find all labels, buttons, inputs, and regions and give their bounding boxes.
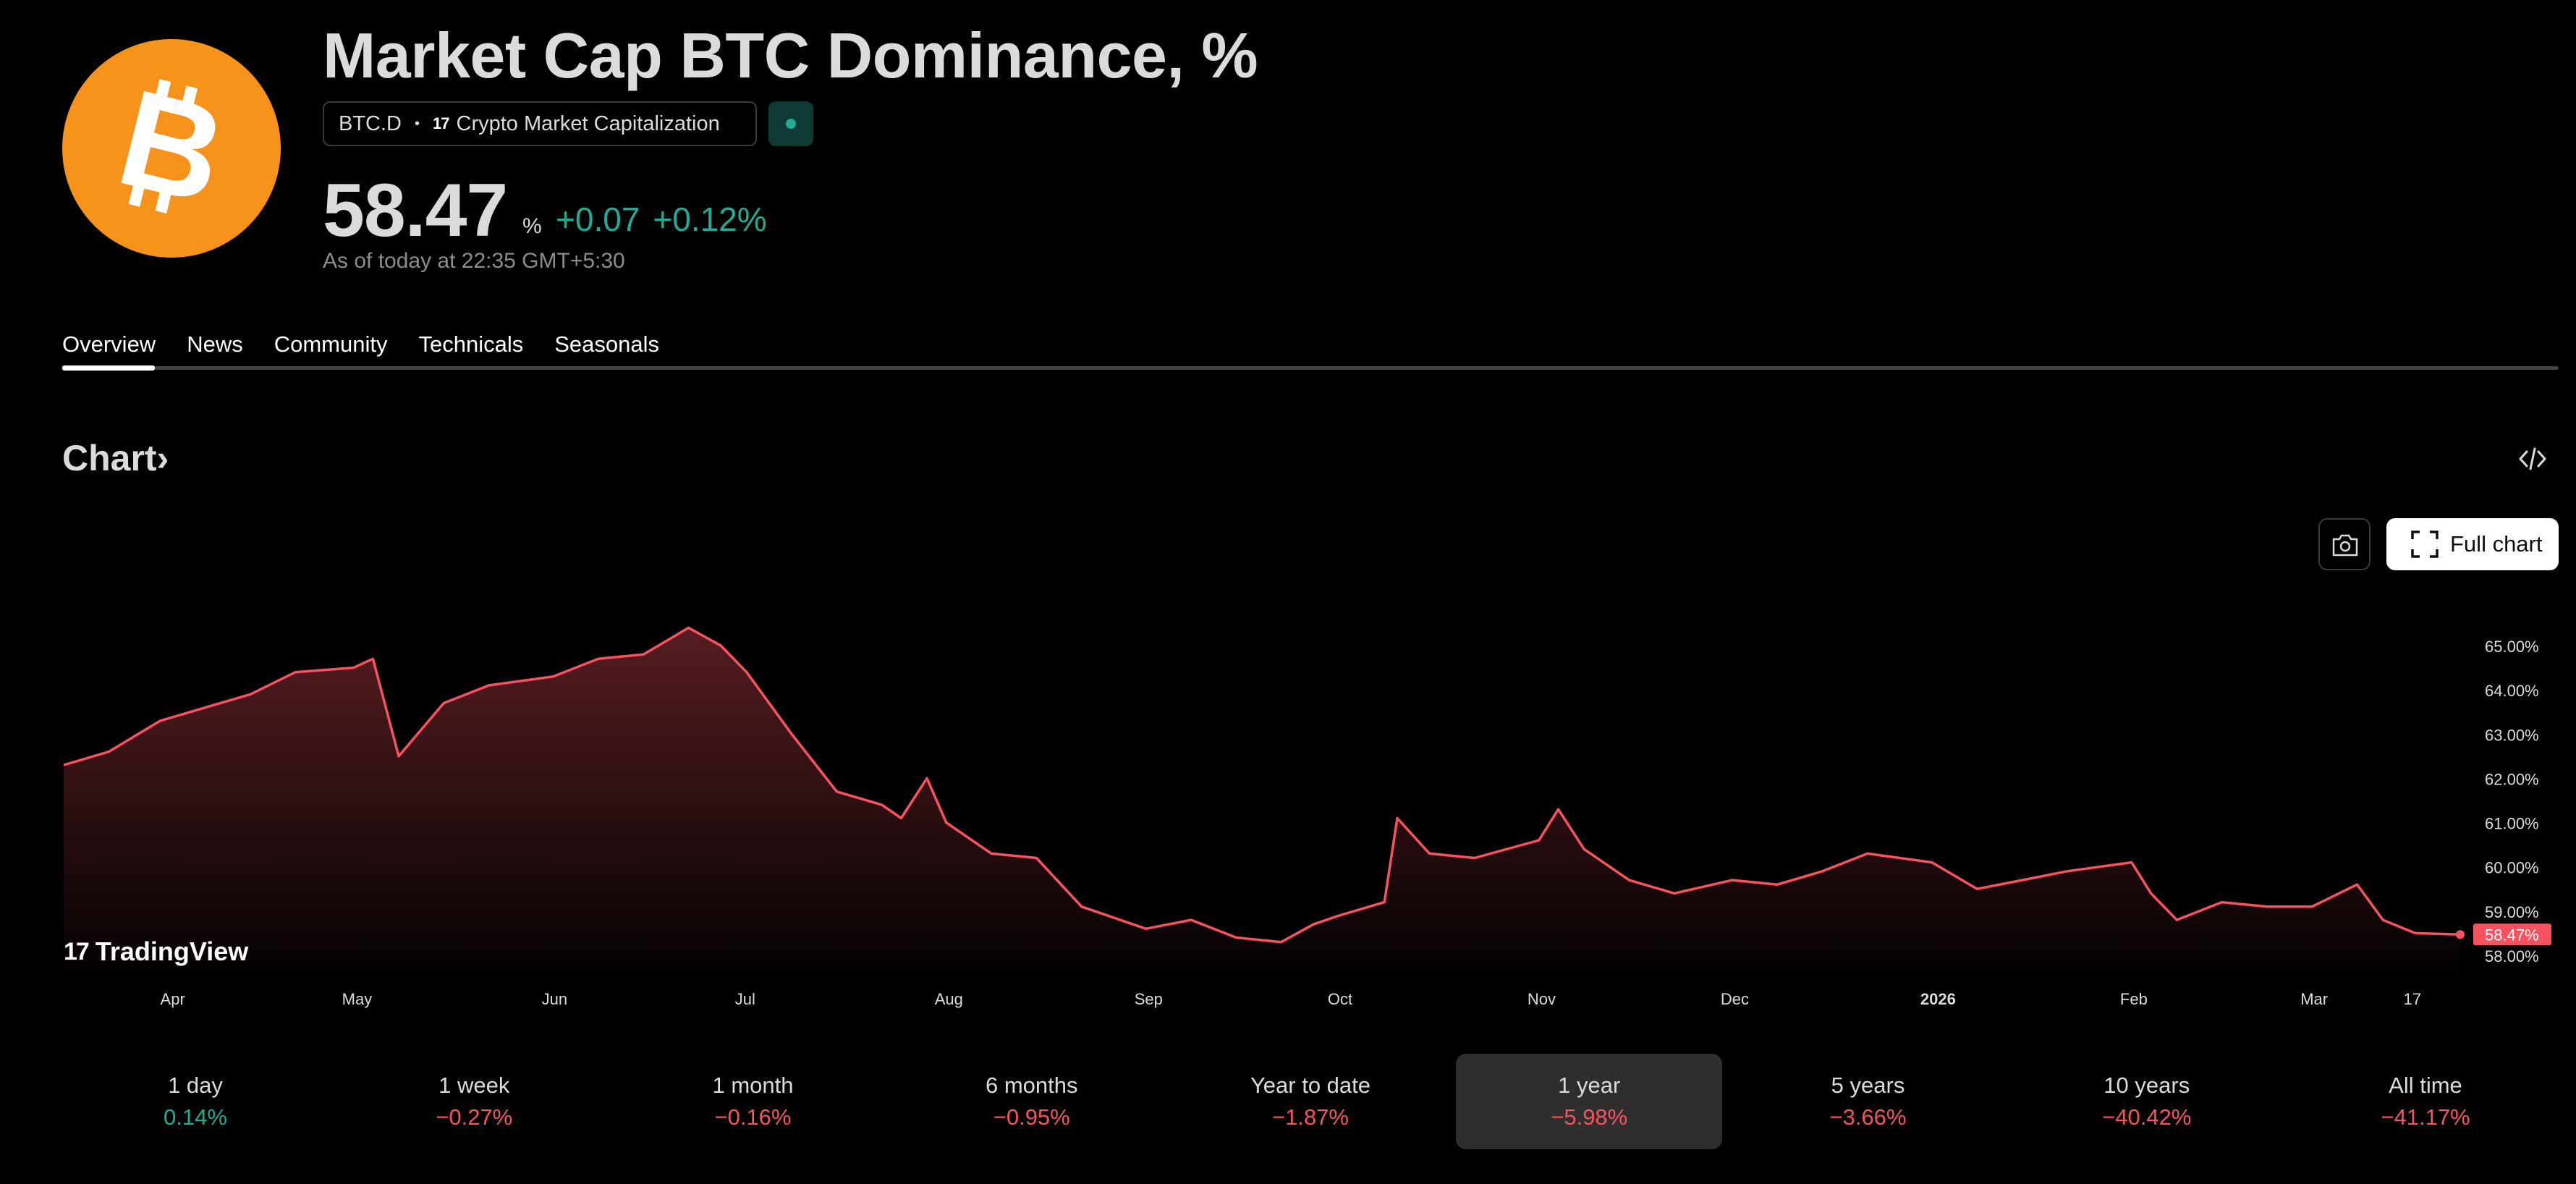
y-axis-tick-label: 64.00% — [2485, 682, 2539, 700]
exchange-label: Crypto Market Capitalization — [456, 111, 720, 135]
period-change-value: −1.87% — [1271, 1104, 1349, 1130]
period-label: 1 year — [1558, 1073, 1621, 1098]
y-axis-tick-label: 59.00% — [2485, 903, 2539, 921]
period-item[interactable]: 1 month −0.16% — [620, 1054, 886, 1149]
period-change-value: 0.14% — [164, 1104, 227, 1130]
tradingview-wordmark: TradingView — [95, 936, 249, 966]
full-chart-label: Full chart — [2450, 531, 2543, 557]
series-area-fill — [64, 627, 2460, 970]
x-axis-tick-label: Sep — [1135, 990, 1163, 1008]
period-change-value: −5.98% — [1551, 1104, 1628, 1130]
period-label: All time — [2389, 1073, 2462, 1098]
period-label: 1 week — [438, 1073, 510, 1098]
y-axis-tick-label: 65.00% — [2485, 638, 2539, 656]
period-change-value: −0.16% — [714, 1104, 792, 1130]
last-value-badge — [2473, 923, 2551, 946]
period-item[interactable]: 1 week −0.27% — [341, 1054, 607, 1149]
period-change-value: −0.95% — [993, 1104, 1070, 1130]
chart-section-title[interactable]: Chart› — [62, 437, 169, 479]
fullscreen-icon — [2411, 530, 2439, 558]
period-change-value: −0.27% — [436, 1104, 513, 1130]
period-item[interactable]: 6 months −0.95% — [899, 1054, 1165, 1149]
y-axis-tick-label: 63.00% — [2485, 726, 2539, 744]
screenshot-button[interactable] — [2318, 518, 2370, 570]
svg-text:B: B — [105, 61, 238, 234]
y-axis-tick-label: 61.00% — [2485, 815, 2539, 833]
period-label: 10 years — [2103, 1073, 2190, 1098]
tab-active-indicator — [62, 365, 155, 371]
tab-overview[interactable]: Overview — [62, 331, 156, 357]
symbol-label: BTC.D — [339, 111, 402, 135]
period-change-value: −3.66% — [1829, 1104, 1907, 1130]
x-axis-tick-label: Aug — [935, 990, 963, 1008]
period-label: 6 months — [985, 1073, 1078, 1098]
x-axis-tick-label: May — [342, 990, 373, 1008]
period-label: 5 years — [1831, 1073, 1905, 1098]
x-axis-tick-label: 2026 — [1920, 990, 1956, 1008]
tab-bar: Overview News Community Technicals Seaso… — [62, 331, 690, 358]
x-axis-tick-label: 17 — [2404, 990, 2421, 1008]
full-chart-button[interactable]: Full chart — [2386, 518, 2559, 570]
current-price: 58.47 — [323, 169, 508, 253]
x-axis-tick-label: Feb — [2120, 990, 2148, 1008]
series-line — [63, 626, 2461, 944]
period-item[interactable]: Year to date −1.87% — [1177, 1054, 1444, 1149]
x-axis-tick-label: Jun — [542, 990, 567, 1008]
period-label: 1 month — [712, 1073, 794, 1098]
x-axis-tick-label: Nov — [1528, 990, 1556, 1008]
price-unit: % — [522, 214, 542, 238]
change-absolute: +0.07 — [556, 200, 640, 238]
chart-title-label: Chart — [62, 438, 157, 478]
tradingview-watermark: 17 TradingView — [64, 936, 248, 967]
page-title: Market Cap BTC Dominance, % — [323, 20, 1258, 91]
period-change-value: −41.17% — [2381, 1104, 2470, 1130]
camera-icon — [2332, 534, 2358, 557]
tab-community[interactable]: Community — [274, 331, 388, 357]
period-item[interactable]: 1 year −5.98% — [1456, 1054, 1723, 1149]
period-item[interactable]: 10 years −40.42% — [2014, 1054, 2280, 1149]
price-chart[interactable]: 65.00% 64.00% 63.00% 62.00% 61.00% 60.00% 59.0… — [0, 593, 2576, 1028]
bitcoin-logo: B — [62, 39, 281, 258]
symbol-exchange-pill[interactable]: BTC.D • 17 Crypto Market Capitalization — [323, 101, 757, 146]
x-axis-tick-label: Jul — [735, 990, 755, 1008]
tab-technicals[interactable]: Technicals — [418, 331, 524, 357]
status-dot-icon — [786, 119, 796, 129]
last-value-label: 58.47% — [2485, 926, 2539, 944]
x-axis-tick-label: Apr — [161, 990, 185, 1008]
y-axis-tick-label: 62.00% — [2485, 770, 2539, 788]
bitcoin-icon: B — [105, 61, 238, 234]
tab-news[interactable]: News — [187, 331, 243, 357]
embed-code-icon[interactable] — [2518, 444, 2547, 473]
y-axis-tick-label: 60.00% — [2485, 859, 2539, 877]
x-axis-tick-label: Dec — [1721, 990, 1749, 1008]
period-label: 1 day — [168, 1073, 223, 1098]
as-of-timestamp: As of today at 22:35 GMT+5:30 — [323, 249, 625, 273]
y-axis-tick-label: 58.00% — [2485, 947, 2539, 965]
last-point-marker — [2456, 930, 2465, 939]
change-percent: +0.12% — [653, 200, 767, 238]
period-item[interactable]: All time −41.17% — [2292, 1054, 2559, 1149]
tradingview-small-icon: 17 — [433, 114, 450, 132]
separator-dot: • — [415, 115, 420, 132]
period-change-value: −40.42% — [2102, 1104, 2192, 1130]
tradingview-logo-icon: 17 — [64, 937, 90, 965]
period-label: Year to date — [1250, 1073, 1371, 1098]
chevron-right-icon: › — [156, 438, 169, 478]
period-item[interactable]: 1 day 0.14% — [62, 1054, 329, 1149]
period-item[interactable]: 5 years −3.66% — [1735, 1054, 2001, 1149]
x-axis-tick-label: Oct — [1328, 990, 1352, 1008]
period-performance-bar: 1 day 0.14% 1 week −0.27% 1 month −0.16% 6 mon… — [62, 1054, 2559, 1149]
market-status-badge[interactable] — [768, 101, 813, 146]
tab-underline-track — [62, 366, 2559, 370]
x-axis-tick-label: Mar — [2300, 990, 2328, 1008]
price-change: +0.07 +0.12% — [556, 200, 767, 239]
tab-seasonals[interactable]: Seasonals — [554, 331, 660, 357]
